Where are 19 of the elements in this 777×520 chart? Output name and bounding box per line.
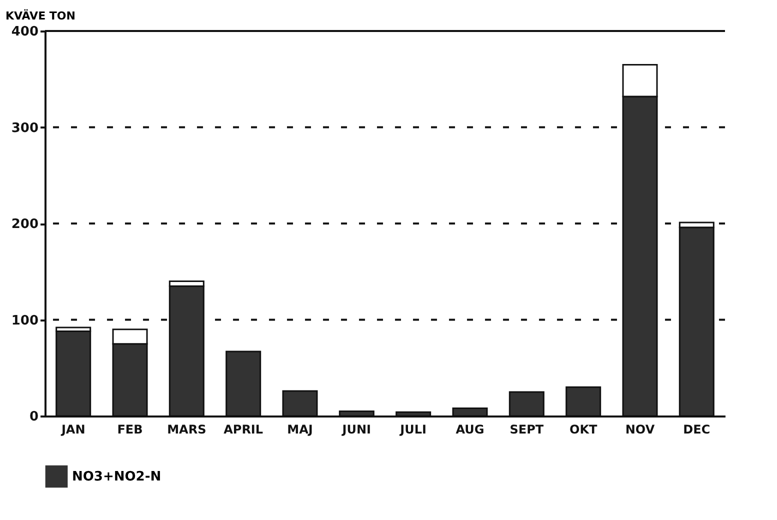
x-tick-label: DEC: [683, 422, 710, 436]
x-tick-label: JUNI: [341, 422, 372, 436]
x-tick-label: JAN: [60, 422, 86, 436]
y-tick-label: 200: [11, 217, 38, 232]
y-tick-label: 400: [11, 24, 38, 40]
x-tick-label: JULI: [399, 422, 426, 436]
y-axis-title: KVÄVE TON: [6, 8, 76, 22]
y-tick-label: 100: [11, 313, 38, 328]
x-tick-label: APRIL: [224, 422, 264, 436]
x-tick-label: SEPT: [510, 422, 544, 436]
x-tick-label: OKT: [569, 422, 598, 436]
x-tick-label: MARS: [167, 422, 206, 436]
y-tick-label: 0: [29, 410, 38, 424]
x-tick-label: FEB: [117, 422, 143, 436]
x-tick-label: AUG: [456, 422, 484, 436]
x-tick-label: NOV: [625, 422, 656, 436]
legend-label: NO3+NO2-N: [72, 470, 162, 484]
y-tick-label: 300: [11, 120, 38, 136]
x-tick-label: MAJ: [287, 422, 313, 436]
